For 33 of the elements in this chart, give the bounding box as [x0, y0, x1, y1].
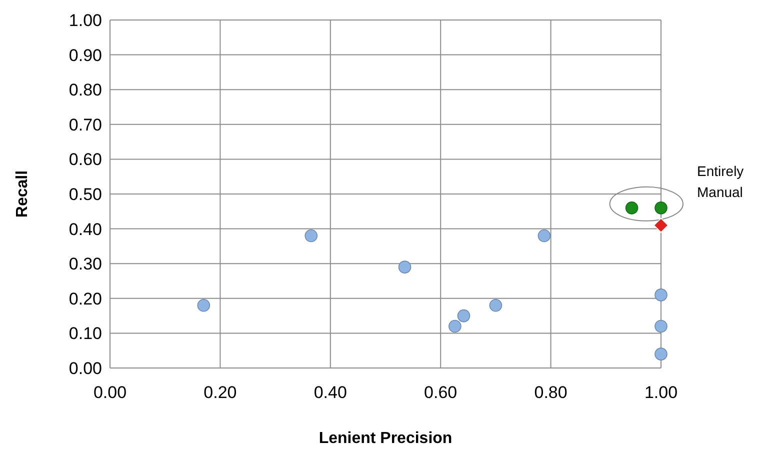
y-tick-label: 0.70: [68, 115, 102, 134]
point: [654, 320, 668, 333]
point: [398, 260, 412, 274]
point: [457, 309, 470, 322]
y-tick-label: 0.10: [68, 324, 102, 344]
y-tick-label: 0.80: [68, 80, 102, 100]
x-tick-label: 0.60: [424, 383, 458, 402]
point: [625, 202, 638, 214]
point: [489, 298, 502, 312]
point: [197, 298, 210, 312]
point: [538, 229, 551, 242]
y-tick-label: 0.60: [68, 150, 102, 170]
point: [654, 348, 668, 360]
x-tick-label: 0.20: [204, 383, 237, 402]
y-tick-label: 0.90: [68, 46, 102, 65]
point: [448, 320, 462, 333]
point: [304, 229, 318, 242]
point: [654, 202, 668, 214]
x-tick-label: 0.80: [534, 383, 568, 402]
x-tick-label: 1.00: [644, 383, 678, 402]
annotation: Entirely Manual: [697, 162, 744, 200]
x-tick-label: 0.40: [314, 383, 347, 402]
x-axis-title: Lenient Precision: [318, 430, 452, 447]
y-tick-label: 0.00: [68, 358, 102, 378]
y-tick-label: 1.00: [68, 10, 102, 30]
y-axis-title: Recall: [14, 170, 31, 218]
point: [654, 288, 668, 302]
y-tick-label: 0.50: [68, 184, 102, 204]
y-tick-label: 0.30: [68, 254, 102, 274]
point: [654, 218, 668, 233]
y-tick-label: 0.20: [68, 289, 102, 308]
x-tick-label: 0.00: [93, 383, 127, 402]
y-tick-label: 0.40: [68, 220, 102, 239]
